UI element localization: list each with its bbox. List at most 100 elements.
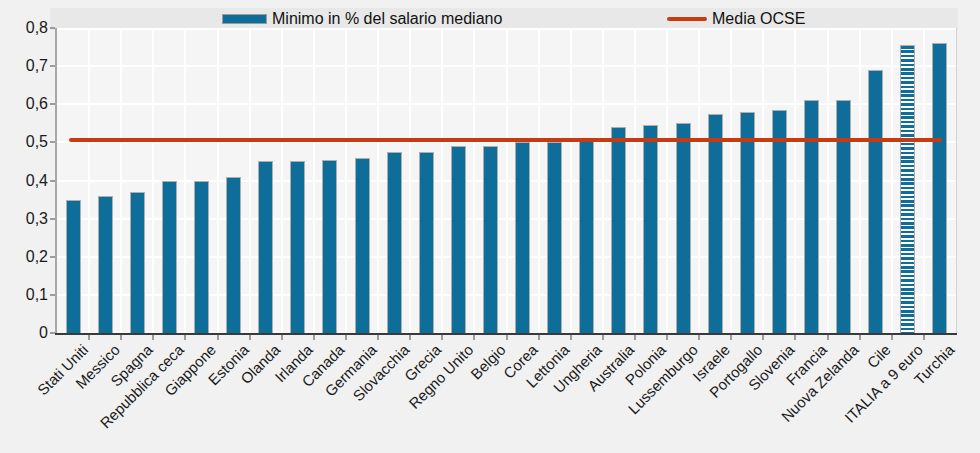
legend-item-ocse-mean: Media OCSE [667,8,805,30]
bar [322,160,337,333]
x-tick [217,335,219,340]
bar [226,177,241,333]
gridline-v [538,28,540,333]
bar [740,112,755,333]
x-tick [634,335,636,340]
y-tick-label: 0,5 [0,133,48,151]
gridline-v [859,28,861,333]
bar [258,161,273,333]
bar [772,110,787,333]
gridline-v [313,28,315,333]
gridline-v [184,28,186,333]
x-tick [152,335,154,340]
gridline-v [217,28,219,333]
bar [419,152,434,333]
y-tick [50,141,55,143]
x-tick [345,335,347,340]
gridline-v [827,28,829,333]
x-tick [730,335,732,340]
gridline-v [666,28,668,333]
y-tick [50,27,55,29]
x-tick [666,335,668,340]
x-tick [249,335,251,340]
bar [515,142,530,333]
legend-line-label: Media OCSE [712,10,805,28]
gridline-v [152,28,154,333]
y-tick [50,65,55,67]
x-tick [794,335,796,340]
bar [804,100,819,333]
y-tick-label: 0,4 [0,172,48,190]
bar [194,181,209,334]
x-tick [762,335,764,340]
x-tick [859,335,861,340]
bar [611,127,626,333]
gridline-v [441,28,443,333]
x-category-label: Belgio [467,341,509,383]
bar [643,125,658,333]
y-tick-label: 0 [0,324,48,342]
gridline-v [891,28,893,333]
bar [451,146,466,333]
x-tick [891,335,893,340]
gridline-v [473,28,475,333]
y-tick [50,180,55,182]
bar-hatched [900,45,915,333]
chart: Minimo in % del salario mediano Media OC… [0,0,980,453]
y-tick-label: 0,7 [0,57,48,75]
x-tick [473,335,475,340]
bar [387,152,402,333]
gridline-v [634,28,636,333]
bar [98,196,113,333]
gridline-v [88,28,90,333]
bar [355,158,370,333]
bar [290,161,305,333]
gridline-v [409,28,411,333]
y-tick [50,294,55,296]
x-tick [281,335,283,340]
ocse-mean-line [69,138,942,142]
bar [868,70,883,333]
bar [547,142,562,333]
y-tick-label: 0,1 [0,286,48,304]
bar [483,146,498,333]
bar [579,139,594,333]
legend-item-minimum-wage: Minimo in % del salario mediano [222,8,502,30]
legend-bar-swatch-icon [222,14,267,24]
y-tick-label: 0,3 [0,210,48,228]
gridline-v [345,28,347,333]
x-tick [441,335,443,340]
legend-bar-label: Minimo in % del salario mediano [272,10,502,28]
gridline-v [794,28,796,333]
bar [708,114,723,333]
y-tick [50,256,55,258]
x-tick [313,335,315,340]
gridline-v [730,28,732,333]
y-tick-label: 0,6 [0,95,48,113]
legend-line-swatch-icon [667,17,707,21]
gridline-v [249,28,251,333]
x-axis-line [55,333,957,335]
bar [676,123,691,333]
y-tick [50,218,55,220]
x-tick [923,335,925,340]
gridline-v [923,28,925,333]
y-tick-label: 0,2 [0,248,48,266]
plot-area [57,28,956,333]
x-tick [602,335,604,340]
y-tick [50,103,55,105]
gridline-v [377,28,379,333]
bar [162,181,177,334]
gridline-v [281,28,283,333]
gridline-v [506,28,508,333]
legend: Minimo in % del salario mediano Media OC… [50,8,958,30]
gridline-v [602,28,604,333]
gridline-v [698,28,700,333]
x-tick [698,335,700,340]
bar [130,192,145,333]
x-tick [570,335,572,340]
gridline-v [762,28,764,333]
bar [66,200,81,333]
y-tick-label: 0,8 [0,19,48,37]
bar [932,43,947,333]
